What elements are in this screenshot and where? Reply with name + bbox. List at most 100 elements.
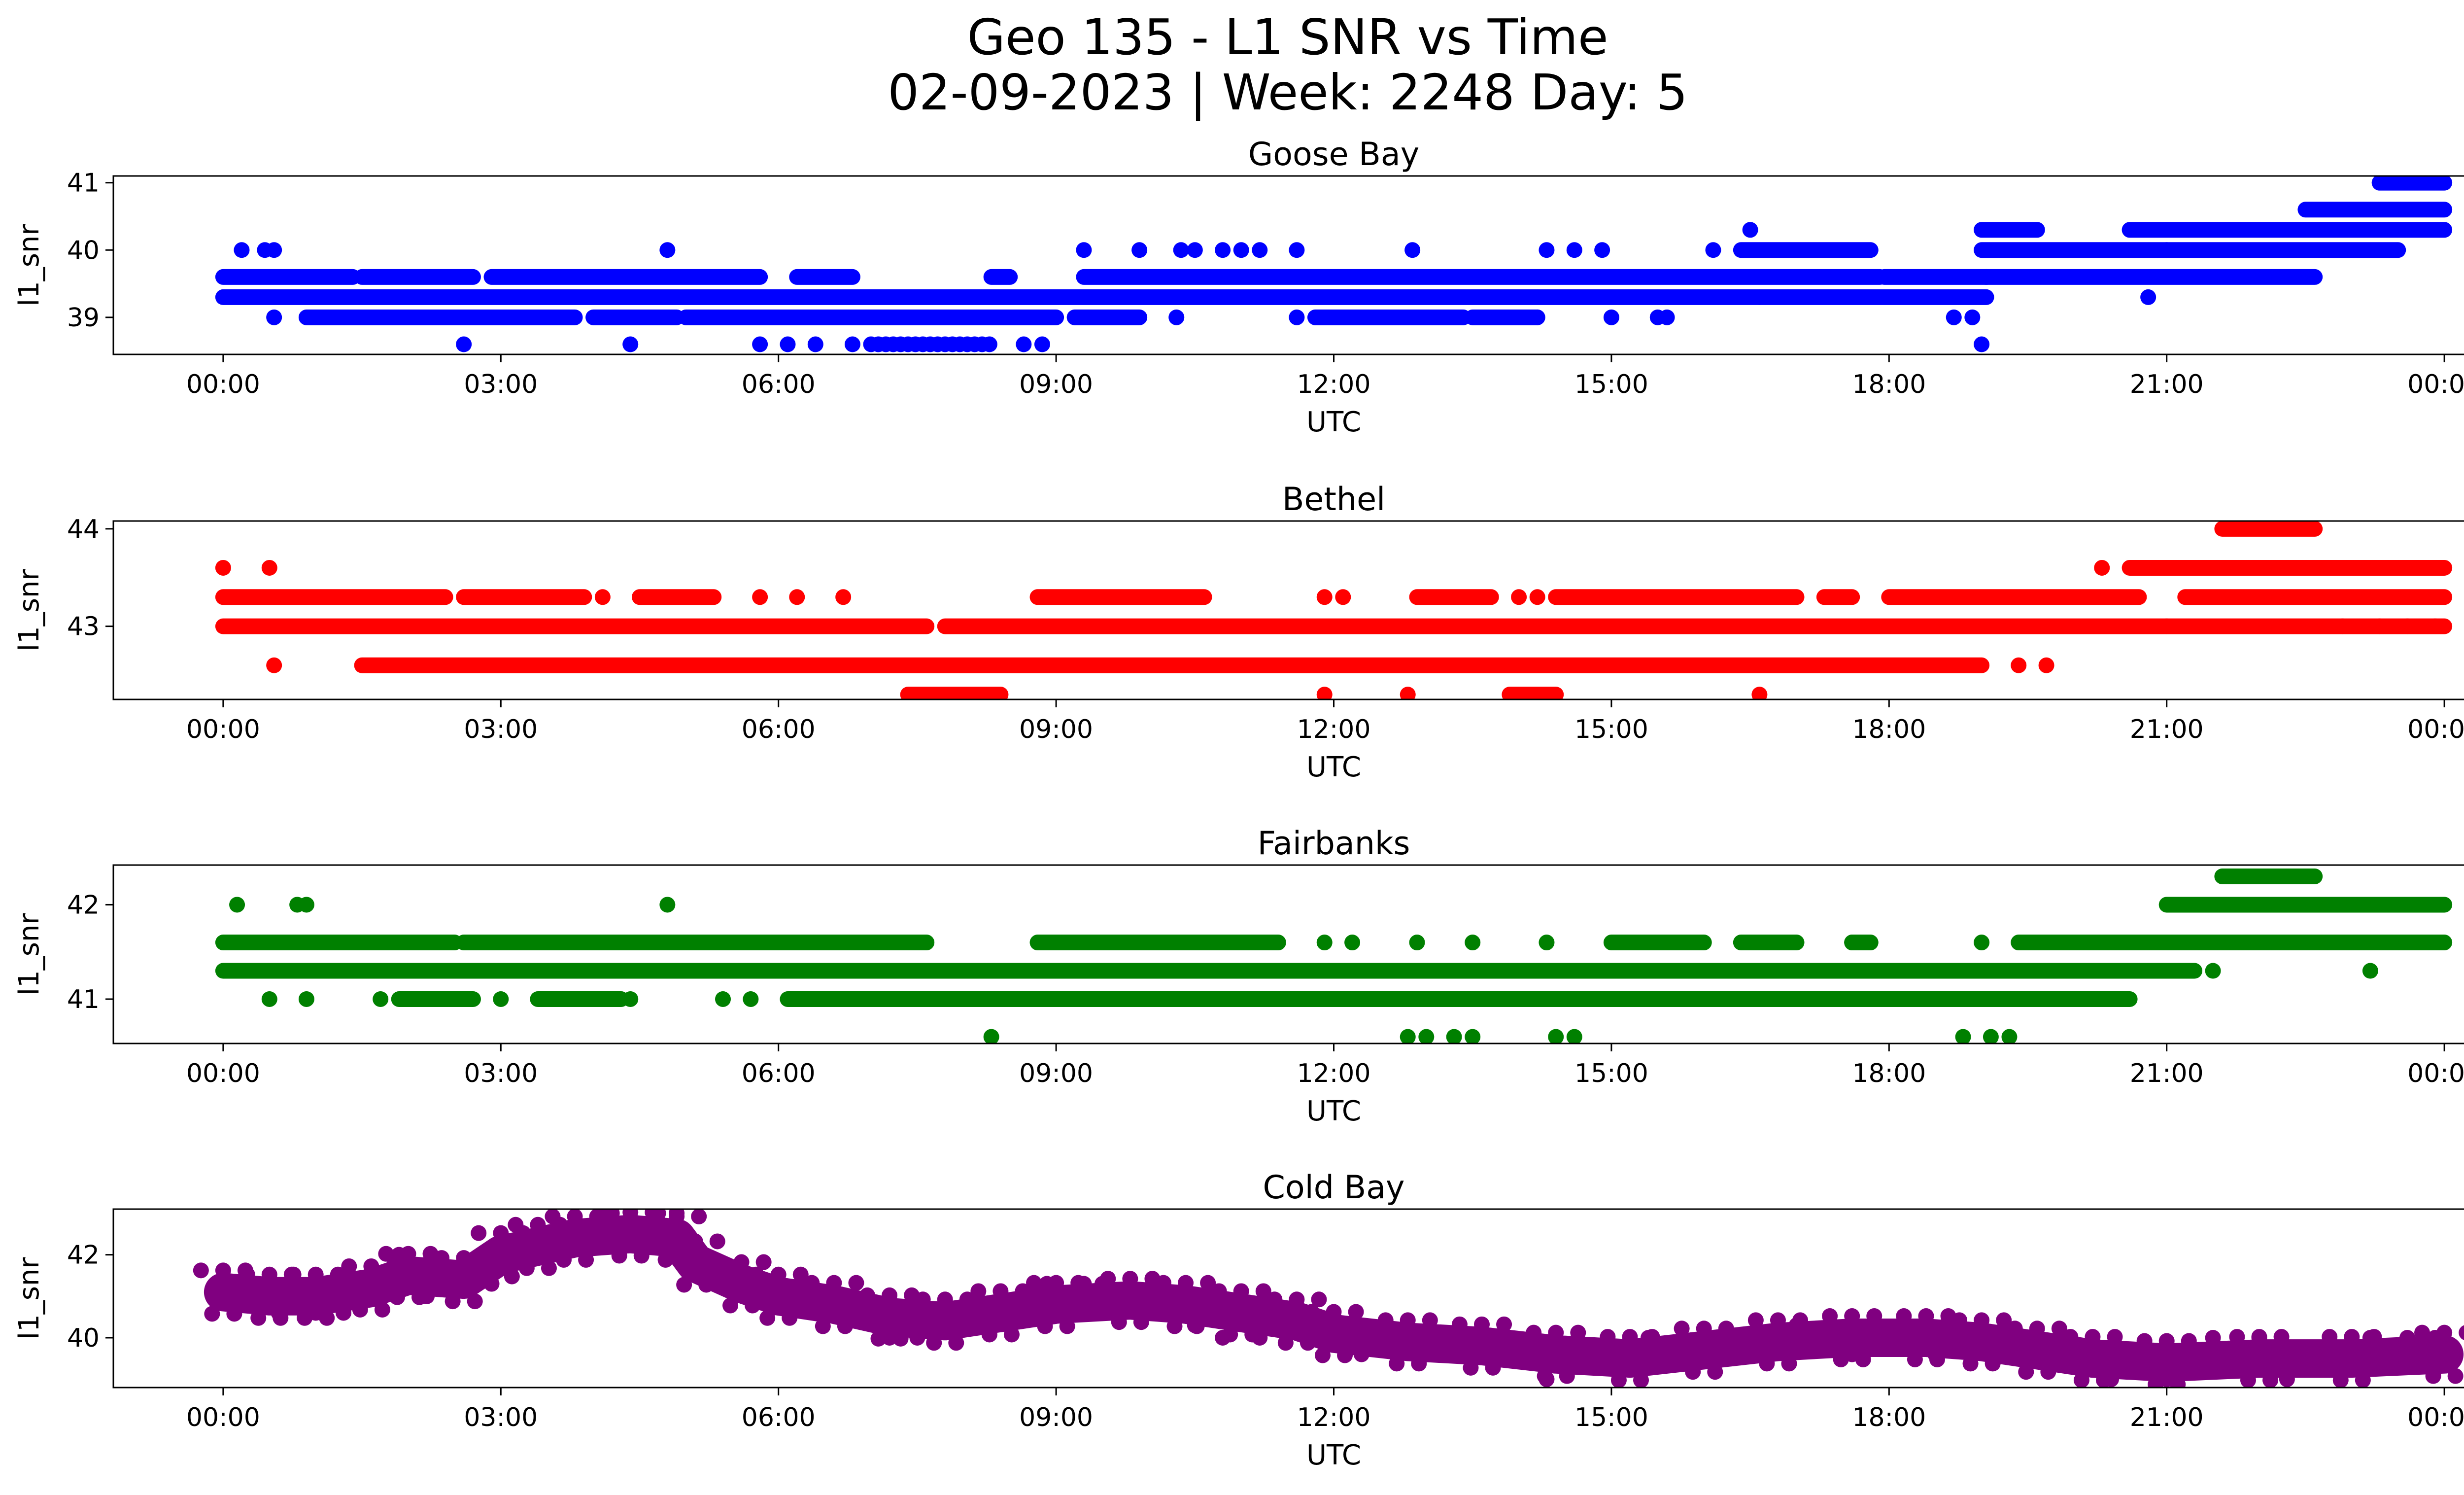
data-point [266,657,282,673]
point-band [1502,687,1564,699]
data-point [545,1209,561,1224]
point-band [215,289,1994,305]
data-point [807,336,823,352]
data-point [981,336,997,352]
data-point [2425,1368,2441,1384]
data-point [659,242,676,258]
data-point [2229,1329,2245,1345]
data-point [419,1288,435,1304]
data-point [1446,1029,1462,1043]
data-point [1781,1356,1797,1372]
data-point [1409,935,1425,951]
point-band [2122,559,2453,576]
point-band [354,269,481,285]
x-tick-label: 00:00 [2407,370,2464,399]
x-tick-label: 12:00 [1297,1403,1371,1432]
data-point [926,1335,942,1351]
data-point [1166,1318,1183,1334]
point-band [1881,589,2147,605]
x-tick-label: 03:00 [464,715,538,744]
data-point [1674,1321,1690,1337]
data-point [298,991,314,1007]
data-point [715,991,731,1007]
y-tick-label: 44 [67,515,100,544]
data-point [1155,1275,1171,1291]
data-point [1548,1029,1564,1043]
data-point [1907,1351,1923,1367]
data-point [909,1329,925,1346]
point-band [1733,242,1879,258]
data-point [835,589,852,605]
data-point [2371,618,2388,634]
data-point [759,1310,776,1326]
data-point [1039,1276,1055,1292]
point-band [1876,269,1994,285]
point-band [1603,935,1712,951]
point-band [1029,935,1286,951]
data-point [578,1252,594,1268]
data-point [698,1277,715,1293]
x-axis-label: UTC [1306,1095,1361,1127]
data-point [687,1233,703,1250]
data-point [711,1254,727,1270]
data-point [1742,222,1758,238]
data-point [2205,1329,2221,1346]
subplot-2: Fairbanks 41 42 00:00 03:00 06:00 09:00 12:00 15… [13,825,2464,1127]
data-point [1034,336,1050,352]
data-point [733,1254,750,1270]
point-band [2158,897,2453,913]
data-point [1496,1316,1512,1332]
point-band [1733,935,1805,951]
data-point [1548,1324,1564,1341]
data-point [261,991,277,1007]
data-point [792,1266,809,1283]
data-point [1255,1283,1271,1299]
data-point [266,309,282,325]
data-point [2273,1329,2290,1345]
data-point [1610,1372,1627,1388]
point-band [2011,935,2453,951]
data-point [215,1284,231,1300]
data-point [981,1326,997,1343]
data-point [1316,687,1333,699]
data-point [594,589,611,605]
data-point [770,1266,787,1283]
data-point [508,1217,524,1233]
data-point [555,1252,572,1268]
data-point [1344,935,1361,951]
data-point [1511,589,1527,605]
data-point [493,991,509,1007]
x-tick-label: 12:00 [1297,715,1371,744]
data-point [2103,1371,2120,1388]
axes-frame [112,864,2464,1044]
data-point [1759,1356,1775,1372]
data-point [239,1266,255,1283]
data-point [1252,242,1268,258]
point-band [1409,589,1499,605]
data-point [1526,1324,1542,1341]
data-point [1173,242,1189,258]
data-point [1016,336,1032,352]
subplot-0: Goose Bay 39 40 41 00:00 03:00 06:00 09:00 12:00… [13,136,2464,438]
data-point [1059,1318,1075,1334]
point-band [391,991,481,1007]
data-point [1289,1291,1305,1308]
data-point [1559,1368,1575,1384]
data-point [1348,1304,1364,1320]
data-point [1566,1029,1582,1043]
data-point [1400,687,1416,699]
data-point [2334,618,2351,634]
x-tick-label: 00:00 [2407,1059,2464,1088]
data-point [271,1305,287,1321]
y-axis-label: l1_snr [13,569,45,652]
x-tick-label: 21:00 [2130,715,2204,744]
data-point [633,1248,650,1264]
data-point [1215,1329,1231,1346]
data-point [363,1258,379,1274]
point-band [2297,202,2453,218]
data-point [1015,1283,1031,1299]
point-band [215,935,463,951]
data-point [1822,1308,1838,1324]
data-point [789,589,805,605]
